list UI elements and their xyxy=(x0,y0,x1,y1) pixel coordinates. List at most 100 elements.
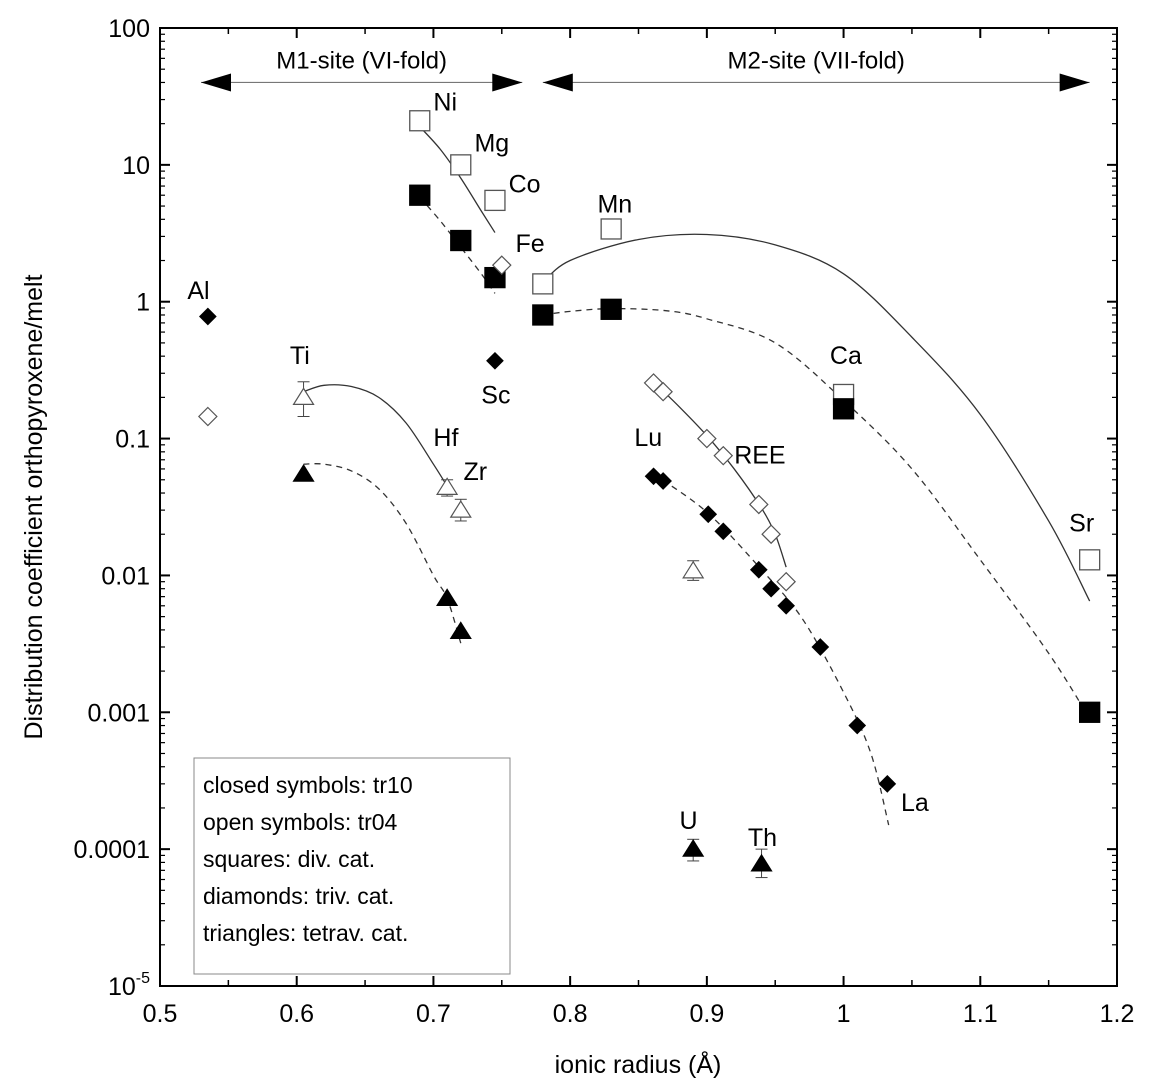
open-diamond-marker xyxy=(748,494,769,515)
legend-line: diamonds: triv. cat. xyxy=(203,883,394,909)
filled-square-marker xyxy=(600,298,622,320)
point-label: La xyxy=(901,789,929,817)
point-label: Fe xyxy=(515,230,544,258)
point-label: Th xyxy=(748,824,777,852)
site-range-label: M1-site (VI-fold) xyxy=(276,47,447,74)
open-diamond-marker xyxy=(697,428,717,449)
filled-diamond-marker xyxy=(486,351,504,370)
open-triangle-marker xyxy=(292,387,315,405)
filled-diamond-marker xyxy=(762,579,780,598)
filled-diamond-marker xyxy=(749,560,768,579)
filled-diamond-marker xyxy=(878,774,897,793)
data-markers xyxy=(198,110,1101,879)
filled-triangle-marker xyxy=(449,621,472,639)
y-tick-label: 10-5 xyxy=(108,970,150,1001)
y-tick-label: 0.0001 xyxy=(74,836,150,864)
open-diamond-marker xyxy=(776,571,796,592)
arrowhead-left-icon xyxy=(201,73,232,92)
open-square-marker xyxy=(1079,549,1101,571)
y-tick-label: 0.1 xyxy=(115,426,150,454)
x-tick-label: 0.7 xyxy=(416,1000,451,1028)
y-tick-label: 100 xyxy=(108,15,150,43)
x-axis-label: ionic radius (Å) xyxy=(555,1049,722,1079)
fit-curve-dashed xyxy=(303,463,462,644)
point-label: Hf xyxy=(433,424,458,452)
legend: closed symbols: tr10 open symbols: tr04 … xyxy=(193,757,511,975)
y-tick-label-exponent: -5 xyxy=(136,970,150,987)
x-tick-label: 0.6 xyxy=(279,1000,314,1028)
open-triangle-marker xyxy=(682,560,705,579)
x-tick-label: 1 xyxy=(837,1000,851,1028)
fit-curves xyxy=(303,126,1091,826)
filled-square-marker xyxy=(532,304,554,326)
y-axis-label: Distribution coefficient orthopyroxene/m… xyxy=(20,274,48,739)
fit-curve-solid xyxy=(653,381,787,568)
x-tick-label: 0.8 xyxy=(553,1000,588,1028)
open-square-marker xyxy=(532,273,554,295)
open-square-marker xyxy=(600,218,622,240)
y-tick-label: 1 xyxy=(136,289,150,317)
y-tick-label: 0.01 xyxy=(101,562,150,590)
open-square-marker xyxy=(409,110,431,132)
fit-curve-dashed xyxy=(653,473,890,826)
point-label: Zr xyxy=(464,458,488,486)
arrowhead-right-icon xyxy=(492,73,523,92)
legend-box xyxy=(193,757,511,975)
point-label: REE xyxy=(734,441,785,469)
filled-triangle-marker xyxy=(750,853,773,872)
legend-line: closed symbols: tr10 xyxy=(203,772,413,798)
point-label: Sr xyxy=(1069,509,1094,537)
site-range-arrows: M1-site (VI-fold) M2-site (VII-fold) xyxy=(201,47,1090,92)
point-label: Mn xyxy=(597,190,632,218)
x-tick-label: 1.2 xyxy=(1100,1000,1135,1028)
axes: 0.5 0.6 0.7 0.8 0.9 1 1.1 1.2 100 10 1 0.1 0.01 0.001… xyxy=(74,15,1135,1028)
open-diamond-marker xyxy=(713,445,734,466)
arrowhead-right-icon xyxy=(1059,73,1090,92)
point-label: Sc xyxy=(481,382,510,410)
legend-line: open symbols: tr04 xyxy=(203,809,398,835)
open-diamond-marker xyxy=(761,524,781,545)
filled-square-marker xyxy=(450,229,472,252)
filled-diamond-marker xyxy=(777,596,795,615)
point-label: Ti xyxy=(290,342,310,370)
point-label: Co xyxy=(509,170,541,198)
filled-diamond-marker xyxy=(654,472,672,490)
legend-line: triangles: tetrav. cat. xyxy=(203,920,408,946)
point-label: Ni xyxy=(433,88,457,116)
fit-curve-dashed xyxy=(542,307,1091,719)
filled-triangle-marker xyxy=(292,463,315,482)
filled-diamond-marker xyxy=(714,522,733,541)
open-triangle-marker xyxy=(449,499,472,518)
fit-curve-solid xyxy=(542,233,1091,602)
filled-diamond-marker xyxy=(644,467,663,486)
filled-square-marker xyxy=(409,184,431,206)
filled-diamond-marker xyxy=(811,638,830,656)
filled-diamond-marker xyxy=(848,716,867,735)
point-label: Lu xyxy=(634,424,662,452)
point-label: Mg xyxy=(474,130,509,158)
y-tick-label-base: 10 xyxy=(108,973,136,1001)
filled-square-marker xyxy=(1079,701,1101,723)
point-label: U xyxy=(680,807,698,835)
filled-triangle-marker xyxy=(436,588,459,606)
x-tick-label: 0.5 xyxy=(143,1000,178,1028)
legend-line: squares: div. cat. xyxy=(203,846,375,872)
point-label: Al xyxy=(187,277,209,305)
y-tick-label: 0.001 xyxy=(87,699,150,727)
fit-curve-solid xyxy=(303,384,448,487)
y-tick-label: 10 xyxy=(122,152,150,180)
open-triangle-marker xyxy=(436,477,459,495)
point-label: Ca xyxy=(830,342,862,370)
open-diamond-marker xyxy=(198,406,218,427)
open-diamond-marker xyxy=(653,381,673,402)
filled-square-marker xyxy=(832,398,855,420)
x-tick-label: 1.1 xyxy=(963,1000,998,1028)
filled-diamond-marker xyxy=(699,505,718,524)
fit-curve-solid xyxy=(419,126,496,233)
filled-diamond-marker xyxy=(199,307,217,326)
filled-triangle-marker xyxy=(682,839,705,857)
open-diamond-marker xyxy=(491,255,512,275)
site-range-label: M2-site (VII-fold) xyxy=(728,47,905,74)
